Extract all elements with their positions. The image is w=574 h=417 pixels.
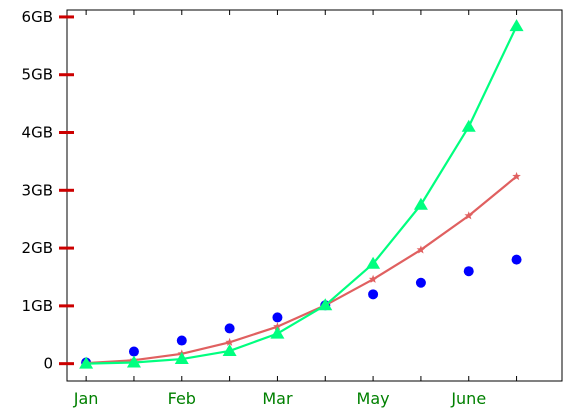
series-1-point [273,322,282,331]
y-tick-label: 4GB [22,124,53,142]
series-1-point [368,274,378,283]
series-0-point [511,254,522,265]
plot-area [66,9,563,382]
series-2-point [174,352,189,365]
series-2-line [86,25,518,365]
series-0-point [368,289,379,300]
x-tick-label: Jan [73,389,99,408]
series-1-point [512,171,521,181]
series-1-point [225,337,234,346]
y-tick-label: 2GB [22,239,53,257]
series-1-point [464,211,474,220]
series-2-point [366,256,381,269]
x-tick-label: Feb [168,389,196,408]
series-0-point [128,346,139,357]
series-1-line [86,175,518,365]
x-tick-label: June [450,389,486,408]
y-tick-label: 5GB [22,66,53,84]
series-0-point [272,312,283,323]
series-2-point [222,343,237,356]
series-2-point [126,355,141,368]
series-2-point [461,119,476,132]
y-tick-label: 3GB [22,181,53,199]
y-tick-label: 1GB [22,297,53,315]
series-0-point [463,266,474,277]
series-0-point [224,323,235,334]
axes-layer: 0 1GB 2GB 3GB 4GB 5GB 6GB Jan Feb Mar May June [22,8,518,408]
series-2-point [318,298,333,311]
x-tick-label: May [357,389,390,408]
x-tick-label: Mar [262,389,293,408]
y-tick-label: 0 [43,355,53,373]
series-1-point [416,245,426,254]
series-0-point [415,277,426,288]
series-2-point [270,326,285,339]
series-layer [79,19,524,369]
series-0-point [176,335,187,346]
y-tick-label: 6GB [22,8,53,26]
series-2-point [79,356,94,369]
series-2-point [509,19,524,32]
series-2-point [413,197,428,210]
